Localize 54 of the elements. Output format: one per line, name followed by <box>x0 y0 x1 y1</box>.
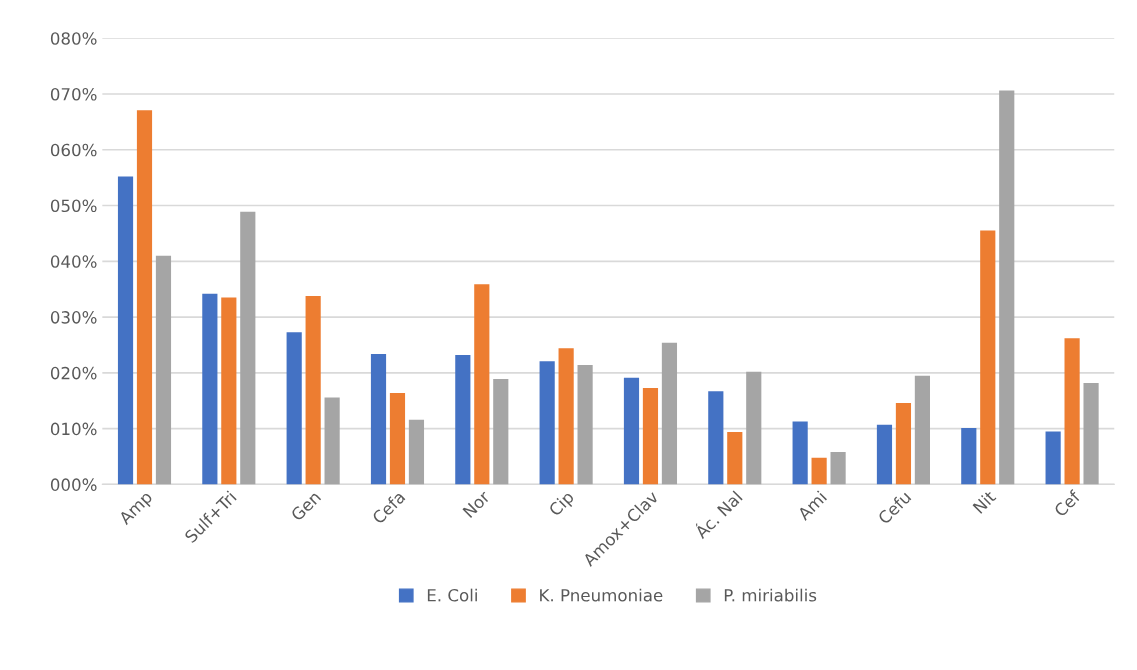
legend-label: K. Pneumoniae <box>540 588 663 602</box>
bar <box>1045 431 1061 485</box>
bar <box>895 402 912 485</box>
y-tick-label: 080% <box>50 32 97 45</box>
bar <box>474 284 490 485</box>
bar <box>305 295 321 485</box>
bar <box>980 230 996 485</box>
x-tick-label: Cef <box>1053 489 1082 518</box>
bar <box>324 397 340 485</box>
bar <box>661 342 678 485</box>
bar <box>558 348 574 485</box>
bar <box>202 293 218 485</box>
bar <box>961 428 977 485</box>
bar <box>370 353 387 485</box>
y-tick-label: 010% <box>50 422 97 436</box>
bar <box>221 297 237 485</box>
y-tick-label: 020% <box>50 366 97 380</box>
x-tick-label: Nit <box>972 489 997 514</box>
y-tick-label: 070% <box>50 87 97 101</box>
x-tick-label: Cip <box>547 489 577 519</box>
bar <box>811 457 827 485</box>
bar <box>999 90 1015 485</box>
bar <box>708 391 724 485</box>
y-tick-label: 050% <box>50 199 97 213</box>
bar <box>642 387 659 485</box>
x-tick-label: Nor <box>462 489 491 519</box>
bar <box>117 176 134 485</box>
y-tick-label: 030% <box>50 311 97 324</box>
bar <box>389 392 406 485</box>
bar <box>577 365 593 485</box>
bar <box>286 332 302 485</box>
x-tick-label: Gen <box>290 490 322 522</box>
y-tick-label: 000% <box>50 478 97 491</box>
bar <box>746 371 762 485</box>
bar <box>240 211 256 485</box>
bar <box>455 355 471 485</box>
x-tick-label: Ác. Nal <box>691 488 743 540</box>
bar <box>136 110 153 485</box>
bar <box>1064 338 1080 485</box>
y-tick-label: 040% <box>50 255 97 268</box>
bar <box>1083 382 1099 485</box>
bar <box>408 419 425 485</box>
bar <box>914 375 930 485</box>
legend-label: E. Coli <box>427 588 477 602</box>
bar <box>539 361 555 485</box>
bar <box>623 377 640 485</box>
y-tick-label: 060% <box>50 143 97 157</box>
bar <box>830 452 846 485</box>
legend-label: P. miriabilis <box>724 588 817 602</box>
bar <box>493 378 509 485</box>
bar <box>727 431 743 485</box>
bar <box>876 424 893 485</box>
bar <box>155 255 172 485</box>
bar <box>792 421 808 485</box>
